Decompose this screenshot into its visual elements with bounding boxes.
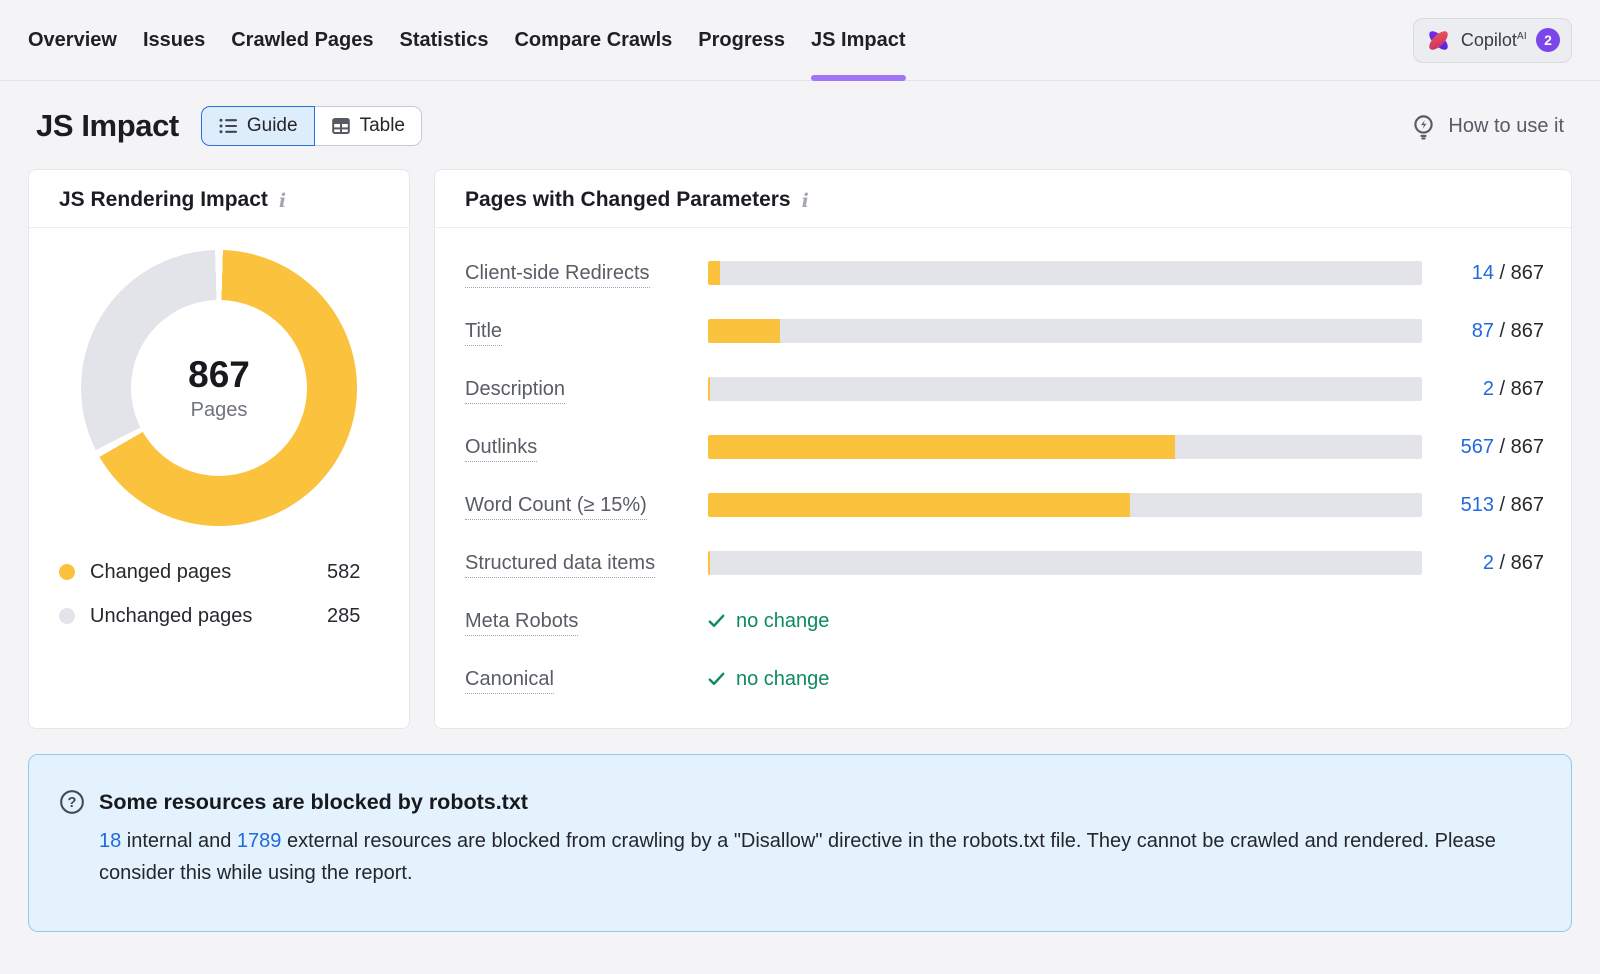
param-value-link[interactable]: 14: [1471, 261, 1494, 284]
no-change-status: no change: [708, 610, 1544, 633]
legend-value: 582: [327, 560, 361, 583]
param-label-link[interactable]: Outlinks: [465, 435, 538, 462]
copilot-label: CopilotAI: [1460, 29, 1527, 50]
table-icon: [331, 116, 351, 136]
param-row-client-side-redirects: Client-side Redirects 14 / 867: [465, 244, 1544, 302]
main-content: JS Rendering Impact i 867 Pages Changed …: [0, 169, 1600, 933]
param-bar: [708, 493, 1422, 517]
param-row-description: Description 2 / 867: [465, 360, 1544, 418]
param-value-link[interactable]: 87: [1471, 319, 1494, 342]
no-change-status: no change: [708, 668, 1544, 691]
param-label-link[interactable]: Canonical: [465, 667, 554, 694]
list-icon: [218, 116, 238, 136]
legend-label: Changed pages: [90, 560, 232, 583]
param-row-word-count-15: Word Count (≥ 15%) 513 / 867: [465, 476, 1544, 534]
robots-notice: ? Some resources are blocked by robots.t…: [28, 754, 1572, 933]
param-value: 513 / 867: [1460, 493, 1544, 516]
no-change-label: no change: [736, 667, 830, 690]
no-change-label: no change: [736, 609, 830, 632]
param-bar: [708, 261, 1422, 285]
legend-item-changed-pages: Changed pages 582: [59, 550, 379, 594]
param-bar-fill: [708, 261, 720, 285]
check-icon: [708, 614, 725, 628]
donut-chart: 867 Pages: [81, 250, 357, 526]
copilot-logo-icon: [1425, 27, 1452, 54]
param-row-structured-data-items: Structured data items 2 / 867: [465, 534, 1544, 592]
param-row-meta-robots: Meta Robots no change: [465, 592, 1544, 650]
param-value-link[interactable]: 2: [1482, 551, 1494, 574]
info-icon[interactable]: i: [801, 190, 809, 212]
legend-item-unchanged-pages: Unchanged pages 285: [59, 594, 379, 638]
nav-tab-progress[interactable]: Progress: [698, 28, 786, 51]
param-bar-fill: [708, 551, 711, 575]
nav-tab-crawled-pages[interactable]: Crawled Pages: [231, 28, 374, 51]
legend-value: 285: [327, 604, 361, 627]
param-value: 567 / 867: [1460, 435, 1544, 458]
external-resources-link[interactable]: 1789: [236, 830, 282, 852]
guide-label: Guide: [246, 115, 298, 136]
legend-dot: [59, 608, 75, 624]
page-header: JS Impact Guide: [0, 81, 1600, 169]
lightbulb-icon: [1410, 113, 1437, 140]
param-label-link[interactable]: Title: [465, 319, 503, 346]
nav-tab-statistics[interactable]: Statistics: [399, 28, 489, 51]
question-circle-icon: ?: [59, 789, 85, 815]
param-label-link[interactable]: Structured data items: [465, 551, 656, 578]
legend-dot: [59, 564, 75, 580]
param-value-link[interactable]: 2: [1482, 377, 1494, 400]
view-toggle: Guide Table: [200, 106, 422, 146]
info-icon[interactable]: i: [278, 190, 287, 212]
card-title-rendering-impact: JS Rendering Impact: [59, 188, 268, 211]
param-bar: [708, 319, 1422, 343]
param-value: 2 / 867: [1482, 551, 1544, 574]
table-view-button[interactable]: Table: [313, 106, 422, 146]
param-label-link[interactable]: Meta Robots: [465, 609, 579, 636]
param-value: 2 / 867: [1482, 377, 1544, 400]
nav-tabs: Overview Issues Crawled Pages Statistics Com…: [28, 0, 906, 81]
card-title-changed-parameters: Pages with Changed Parameters: [465, 188, 791, 211]
param-row-outlinks: Outlinks 567 / 867: [465, 418, 1544, 476]
donut-legend: Changed pages 582 Unchanged pages 285: [29, 526, 409, 638]
page-title: JS Impact: [36, 108, 179, 143]
svg-text:?: ?: [68, 795, 77, 811]
param-label-link[interactable]: Client-side Redirects: [465, 261, 650, 288]
table-label: Table: [359, 115, 405, 136]
nav-tab-js-impact[interactable]: JS Impact: [811, 0, 906, 81]
param-bar-fill: [708, 319, 780, 343]
param-value-link[interactable]: 513: [1460, 493, 1494, 516]
notice-body: 18 internal and 1789 external resources …: [99, 830, 1496, 884]
param-bar-fill: [708, 377, 711, 401]
check-icon: [708, 672, 725, 686]
nav-tab-compare-crawls[interactable]: Compare Crawls: [514, 28, 673, 51]
param-value: 87 / 867: [1471, 319, 1544, 342]
changed-parameters-card: Pages with Changed Parameters i Client-s…: [434, 169, 1572, 729]
parameter-rows: Client-side Redirects 14 / 867 Title 87 / 8…: [435, 228, 1571, 708]
nav-tab-issues[interactable]: Issues: [142, 28, 206, 51]
param-bar-fill: [708, 493, 1131, 517]
copilot-badge: 2: [1536, 28, 1560, 52]
param-value-link[interactable]: 567: [1460, 435, 1494, 458]
param-value: 14 / 867: [1471, 261, 1544, 284]
top-navigation: Overview Issues Crawled Pages Statistics Com…: [0, 0, 1600, 81]
nav-tab-overview[interactable]: Overview: [28, 28, 117, 51]
param-bar: [708, 551, 1422, 575]
param-row-title: Title 87 / 867: [465, 302, 1544, 360]
legend-label: Unchanged pages: [90, 604, 253, 627]
param-bar: [708, 435, 1422, 459]
copilot-button[interactable]: CopilotAI 2: [1412, 17, 1572, 63]
how-to-use-label: How to use it: [1448, 114, 1564, 137]
donut-total: 867: [188, 354, 250, 395]
how-to-use-link[interactable]: How to use it: [1410, 113, 1564, 140]
param-bar-fill: [708, 435, 1175, 459]
js-rendering-impact-card: JS Rendering Impact i 867 Pages Changed …: [28, 169, 410, 729]
internal-resources-link[interactable]: 18: [99, 830, 122, 852]
param-bar: [708, 377, 1422, 401]
donut-total-label: Pages: [190, 399, 248, 421]
param-row-canonical: Canonical no change: [465, 650, 1544, 708]
param-label-link[interactable]: Word Count (≥ 15%): [465, 493, 647, 520]
guide-view-button[interactable]: Guide: [200, 106, 315, 146]
param-label-link[interactable]: Description: [465, 377, 566, 404]
notice-title: Some resources are blocked by robots.txt: [99, 789, 528, 814]
